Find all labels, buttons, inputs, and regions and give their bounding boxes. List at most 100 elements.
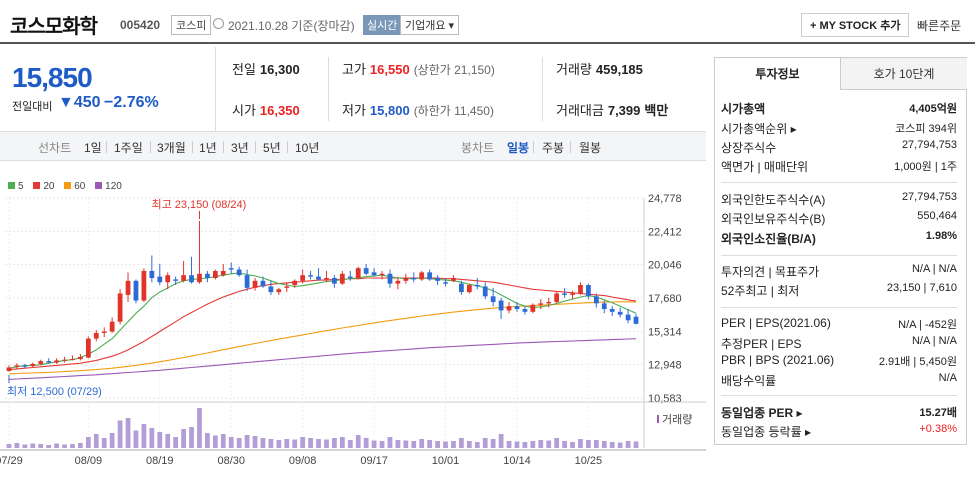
candle-body	[30, 363, 36, 367]
volume-value: 459,185	[595, 62, 643, 77]
volume-bar	[435, 441, 440, 448]
info-value: 27,794,753	[901, 191, 957, 203]
low-price: 저가 15,800 (하한가 11,450)	[342, 100, 494, 119]
candle-body	[93, 332, 99, 339]
candle-body	[212, 270, 218, 278]
candle-body	[70, 359, 75, 361]
volume-bar	[220, 434, 226, 448]
candle-body	[435, 278, 440, 281]
base-date: 2021.10.28 기준(장마감)	[228, 19, 355, 33]
period-1y[interactable]: 1년	[199, 141, 217, 155]
tab-investment-info[interactable]: 투자정보	[715, 58, 841, 90]
legend-ma20: 20	[33, 181, 54, 192]
quick-order-link[interactable]: 빠른주문	[917, 19, 962, 33]
candle-chart-button[interactable]: 봉차트	[461, 141, 495, 155]
candle-body	[371, 272, 377, 276]
candle-weekly[interactable]: 주봉	[542, 141, 565, 155]
period-3m[interactable]: 3개월	[157, 141, 186, 155]
add-mystock-button[interactable]: + MY STOCK 추가	[801, 13, 910, 37]
info-value: N/A | N/A	[911, 263, 957, 275]
info-row: 상장주식수 27,794,753	[721, 139, 957, 157]
candle-body	[117, 293, 123, 322]
info-row: 액면가 | 매매단위 1,000원 | 1주	[721, 158, 957, 176]
period-3y[interactable]: 3년	[231, 141, 249, 155]
candle-body	[474, 285, 480, 287]
period-1d[interactable]: 1일	[84, 141, 102, 155]
divider	[106, 141, 107, 153]
line-chart-button[interactable]: 선차트	[38, 141, 72, 155]
legend-ma5: 5	[8, 181, 24, 192]
candle-body	[133, 280, 139, 301]
candle-body	[395, 280, 401, 284]
volume-bar	[617, 442, 623, 448]
divider	[328, 57, 329, 121]
volume-bar	[601, 441, 607, 448]
candle-body	[514, 306, 520, 309]
volume-bar	[6, 444, 12, 448]
company-overview-button[interactable]: 기업개요 ▾	[400, 15, 460, 35]
candle-body	[347, 276, 353, 278]
amount-label: 거래대금	[556, 103, 604, 118]
candle-body	[62, 359, 67, 361]
x-tick-label: 08/09	[75, 455, 103, 467]
volume-bar	[165, 434, 171, 448]
info-key: 동일업종 등락률 ▸	[721, 425, 811, 439]
candle-body	[300, 275, 306, 281]
quote-grid: 전일 16,300 고가 16,550 (상한가 21,150) 거래량 459,185…	[216, 47, 706, 131]
period-5y[interactable]: 5년	[263, 141, 281, 155]
info-value: N/A	[938, 372, 957, 384]
divider	[570, 141, 571, 153]
info-key: 외국인소진율(B/A)	[721, 232, 816, 246]
volume-bar	[498, 434, 504, 448]
volume-bar	[482, 438, 488, 448]
info-row: 외국인한도주식수(A) 27,794,753	[721, 191, 957, 209]
volume-bar	[332, 438, 337, 448]
candle-monthly[interactable]: 월봉	[579, 141, 602, 155]
ma-120-line	[8, 338, 637, 380]
info-row: PER | EPS(2021.06) N/A | -452원	[721, 316, 957, 334]
info-value: 27,794,753	[901, 139, 957, 151]
info-key: 추정PER | EPS	[721, 337, 802, 351]
candle-body	[482, 286, 488, 297]
y-tick-label: 22,412	[648, 226, 682, 238]
candle-body	[149, 270, 155, 278]
candle-body	[403, 278, 409, 281]
legend-ma120: 120	[95, 181, 122, 192]
candle-daily[interactable]: 일봉	[507, 141, 530, 155]
volume-bar	[339, 437, 345, 448]
chart-legend: 5 20 60 120	[8, 181, 129, 192]
volume-bar	[260, 438, 266, 448]
high-price: 고가 16,550 (상한가 21,150)	[342, 59, 495, 78]
volume-legend-swatch	[657, 415, 659, 423]
volume-bar	[197, 408, 202, 448]
tab-hoga-10[interactable]: 호가 10단계	[841, 58, 967, 90]
info-row: 배당수익률 N/A	[721, 372, 957, 390]
volume-bar	[157, 432, 163, 448]
realtime-button[interactable]: 실시간	[363, 15, 402, 35]
info-key: 외국인보유주식수(B)	[721, 212, 826, 226]
info-value: 15.27배	[919, 407, 957, 419]
period-10y[interactable]: 10년	[295, 141, 320, 155]
volume-bar	[117, 420, 123, 448]
candle-body	[244, 275, 250, 288]
candle-body	[498, 300, 504, 311]
price-chart[interactable]: 24,778 22,412 20,046 17,680 15,314 12,948 10,5…	[0, 190, 706, 486]
volume-bar	[411, 441, 417, 448]
info-value: 23,150 | 7,610	[886, 282, 957, 294]
divider	[533, 141, 534, 153]
period-1w[interactable]: 1주일	[114, 141, 143, 155]
candle-body	[85, 338, 91, 358]
volume-bar	[324, 439, 329, 448]
volume-bar	[609, 442, 615, 448]
volume-bar	[506, 441, 512, 448]
clock-icon	[213, 18, 224, 29]
volume-bar	[316, 439, 321, 448]
prev-value: 16,300	[259, 62, 300, 77]
info-value: 2.91배 | 5,450원	[878, 356, 957, 368]
candle-body	[324, 278, 329, 280]
volume-bar	[355, 435, 361, 448]
candle-body	[22, 365, 28, 367]
info-row: 외국인보유주식수(B) 550,464	[721, 210, 957, 228]
volume-bar	[22, 444, 28, 448]
volume-bar	[586, 440, 591, 448]
